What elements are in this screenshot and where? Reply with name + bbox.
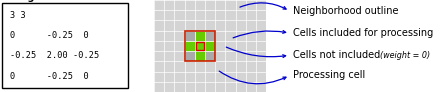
Text: Cells not included: Cells not included	[293, 50, 383, 60]
Bar	[184, 41, 195, 51]
Text: 3 3: 3 3	[10, 11, 26, 20]
Text: -0.25  2.00 -0.25: -0.25 2.00 -0.25	[10, 51, 99, 60]
Bar	[184, 31, 215, 61]
Bar	[205, 51, 215, 61]
Bar	[196, 42, 204, 50]
Text: 0      -0.25  0: 0 -0.25 0	[10, 31, 88, 40]
Text: (weight = 0): (weight = 0)	[380, 51, 430, 60]
Bar	[205, 31, 215, 41]
Text: Processing cell: Processing cell	[293, 70, 365, 80]
Text: Cells included for processing: Cells included for processing	[293, 28, 433, 38]
Bar	[195, 51, 205, 61]
Bar	[184, 51, 195, 61]
Text: Weighted kernel: Weighted kernel	[7, 0, 99, 2]
Text: 0      -0.25  0: 0 -0.25 0	[10, 72, 88, 81]
Bar	[195, 41, 205, 51]
Bar	[195, 31, 205, 41]
Text: Neighborhood outline: Neighborhood outline	[293, 6, 398, 16]
Bar	[205, 41, 215, 51]
Bar	[184, 31, 195, 41]
